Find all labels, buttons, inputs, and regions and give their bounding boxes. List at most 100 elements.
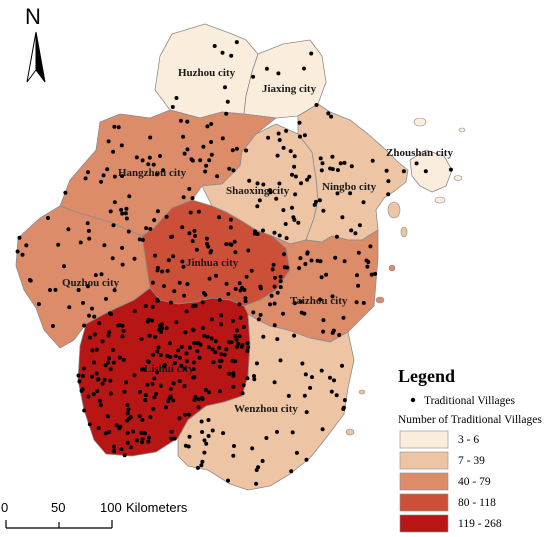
north-label: N xyxy=(25,4,41,29)
village-point xyxy=(319,275,324,280)
legend-class-label-5: 119 - 268 xyxy=(458,518,502,530)
village-point xyxy=(77,379,82,384)
village-point xyxy=(305,177,310,182)
village-point xyxy=(275,153,280,158)
village-point xyxy=(414,161,419,166)
village-point xyxy=(202,333,207,338)
city-label-quzhou: Quzhou city xyxy=(62,277,120,289)
village-point xyxy=(244,274,249,279)
village-point xyxy=(135,438,139,443)
village-point xyxy=(221,431,226,436)
village-point xyxy=(114,423,119,428)
village-point xyxy=(153,253,158,258)
region-zhoushan[interactable] xyxy=(409,149,453,193)
village-point xyxy=(192,341,197,345)
village-point xyxy=(296,220,301,225)
village-point xyxy=(66,227,71,232)
village-point xyxy=(177,355,182,360)
village-point xyxy=(119,143,124,148)
village-point xyxy=(160,322,164,327)
village-point xyxy=(155,297,160,302)
village-point xyxy=(338,161,343,166)
village-point xyxy=(147,155,152,160)
village-point xyxy=(78,240,83,245)
region-quzhou[interactable] xyxy=(15,205,151,349)
village-point xyxy=(215,174,220,179)
village-point xyxy=(154,172,159,177)
village-point xyxy=(356,250,361,255)
village-point xyxy=(156,345,161,350)
village-point xyxy=(264,436,269,440)
village-point xyxy=(111,223,116,228)
village-point xyxy=(246,345,251,350)
village-point xyxy=(320,427,325,432)
village-point xyxy=(182,293,187,298)
village-point xyxy=(17,235,22,240)
village-point xyxy=(231,453,236,458)
village-point xyxy=(297,120,302,125)
village-point xyxy=(123,211,128,216)
village-point xyxy=(224,281,229,286)
village-point xyxy=(255,204,260,209)
village-point xyxy=(232,239,237,244)
village-point xyxy=(100,381,105,386)
village-point xyxy=(82,408,87,413)
village-point xyxy=(217,359,222,364)
village-point xyxy=(120,262,125,267)
city-label-hangzhou: Hangzhou city xyxy=(118,167,187,179)
village-point xyxy=(120,245,125,250)
village-point xyxy=(101,173,106,178)
village-point xyxy=(170,234,175,239)
city-label-taizhou: Taizhou city xyxy=(290,295,348,307)
village-point xyxy=(157,327,162,332)
village-point xyxy=(83,176,88,181)
village-point xyxy=(318,156,323,161)
village-point xyxy=(158,353,163,357)
village-point xyxy=(97,321,102,326)
village-point xyxy=(366,260,371,264)
region-wenzhou[interactable] xyxy=(177,313,355,491)
village-point xyxy=(260,459,265,463)
village-point xyxy=(252,377,257,382)
village-point xyxy=(177,280,182,285)
village-point xyxy=(91,360,96,365)
village-point xyxy=(401,169,406,174)
village-point xyxy=(290,172,294,177)
village-point xyxy=(275,290,280,295)
region-ningbo[interactable] xyxy=(297,103,409,243)
village-point xyxy=(191,304,196,309)
village-point xyxy=(225,99,230,104)
village-point xyxy=(168,341,172,346)
village-point xyxy=(196,405,201,410)
village-point xyxy=(132,256,137,261)
islands xyxy=(345,117,466,436)
village-point xyxy=(184,359,189,364)
village-point xyxy=(231,318,236,323)
village-point xyxy=(299,181,303,186)
village-point xyxy=(235,328,240,333)
village-point xyxy=(314,103,319,107)
village-point xyxy=(158,154,162,158)
village-point xyxy=(120,323,125,328)
village-point xyxy=(79,388,84,393)
village-point xyxy=(179,363,184,368)
village-point xyxy=(330,330,335,335)
village-point xyxy=(181,195,186,200)
village-point xyxy=(233,334,238,339)
village-point xyxy=(281,208,286,213)
village-point xyxy=(234,337,239,342)
village-point xyxy=(229,242,234,247)
village-point xyxy=(192,375,197,379)
village-point xyxy=(178,118,183,123)
village-point xyxy=(286,393,291,398)
village-point xyxy=(302,311,307,316)
village-point xyxy=(247,178,252,183)
village-point xyxy=(335,168,340,173)
village-point xyxy=(237,334,242,339)
village-point xyxy=(226,291,231,296)
scale-tick-0: 0 xyxy=(1,500,8,515)
village-point xyxy=(36,302,41,307)
village-point xyxy=(337,333,342,337)
village-point xyxy=(335,191,340,196)
